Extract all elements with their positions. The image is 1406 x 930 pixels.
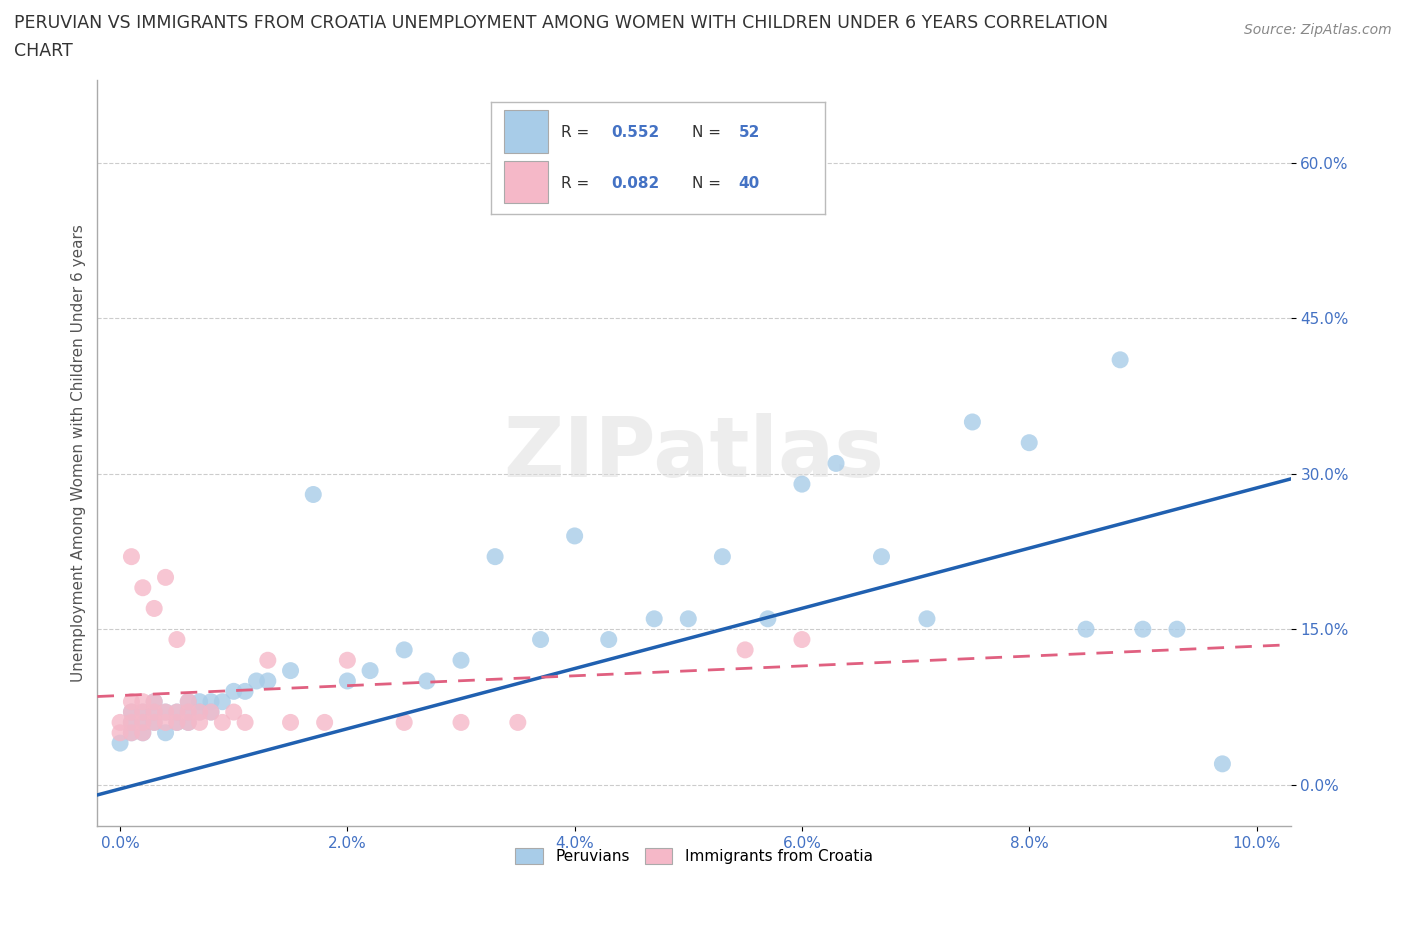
Point [188,705,211,720]
Point [188,715,211,730]
Point [188,705,211,720]
Point [1109,352,1132,367]
Point [132,705,155,720]
Point [245,673,267,688]
Point [155,715,177,730]
Point [108,725,131,740]
Point [108,715,131,730]
Point [1166,622,1188,637]
Point [120,705,142,720]
Point [200,695,222,710]
Point [233,684,256,698]
Point [132,580,155,595]
Point [962,415,984,430]
Point [1074,622,1097,637]
Point [120,715,142,730]
Point [177,695,200,710]
Point [915,611,938,626]
Point [222,684,245,698]
Text: CHART: CHART [14,42,73,60]
Point [155,725,177,740]
Point [870,550,893,565]
Point [711,550,734,565]
Point [143,715,166,730]
Point [1132,622,1154,637]
Point [1018,435,1040,450]
Point [155,570,177,585]
Point [120,725,142,740]
Text: PERUVIAN VS IMMIGRANTS FROM CROATIA UNEMPLOYMENT AMONG WOMEN WITH CHILDREN UNDER: PERUVIAN VS IMMIGRANTS FROM CROATIA UNEM… [14,14,1108,32]
Point [132,725,155,740]
Point [302,487,325,502]
Point [166,715,188,730]
Point [132,715,155,730]
Point [200,705,222,720]
Point [392,643,415,658]
Point [484,550,506,565]
Point [143,715,166,730]
Text: ZIPatlas: ZIPatlas [503,413,884,494]
Point [177,695,200,710]
Y-axis label: Unemployment Among Women with Children Under 6 years: Unemployment Among Women with Children U… [72,224,86,682]
Point [734,643,756,658]
Point [256,673,278,688]
Point [416,673,439,688]
Point [177,715,200,730]
Point [1211,756,1233,771]
Point [155,705,177,720]
Point [120,705,142,720]
Point [120,695,142,710]
Point [336,653,359,668]
Point [359,663,381,678]
Point [120,550,142,565]
Point [790,632,813,647]
Point [200,705,222,720]
Point [177,705,200,720]
Point [155,705,177,720]
Point [643,611,665,626]
Point [120,715,142,730]
Point [166,632,188,647]
Point [506,715,529,730]
Point [166,705,188,720]
Point [166,715,188,730]
Point [177,715,200,730]
Point [143,695,166,710]
Point [166,705,188,720]
Point [450,653,472,668]
Point [143,705,166,720]
Point [233,715,256,730]
Point [211,695,233,710]
Point [564,528,586,543]
Point [280,715,302,730]
Point [336,673,359,688]
Point [678,611,700,626]
Point [392,715,415,730]
Point [143,601,166,616]
Point [108,736,131,751]
Point [143,695,166,710]
Point [222,705,245,720]
Point [756,611,779,626]
Point [314,715,336,730]
Point [529,632,551,647]
Point [825,456,848,471]
Legend: Peruvians, Immigrants from Croatia: Peruvians, Immigrants from Croatia [509,843,879,870]
Point [598,632,620,647]
Point [790,477,813,492]
Point [132,715,155,730]
Point [177,705,200,720]
Point [132,695,155,710]
Point [132,705,155,720]
Point [211,715,233,730]
Point [188,695,211,710]
Point [256,653,278,668]
Point [132,725,155,740]
Point [280,663,302,678]
Text: Source: ZipAtlas.com: Source: ZipAtlas.com [1244,23,1392,37]
Point [120,725,142,740]
Point [143,705,166,720]
Point [450,715,472,730]
